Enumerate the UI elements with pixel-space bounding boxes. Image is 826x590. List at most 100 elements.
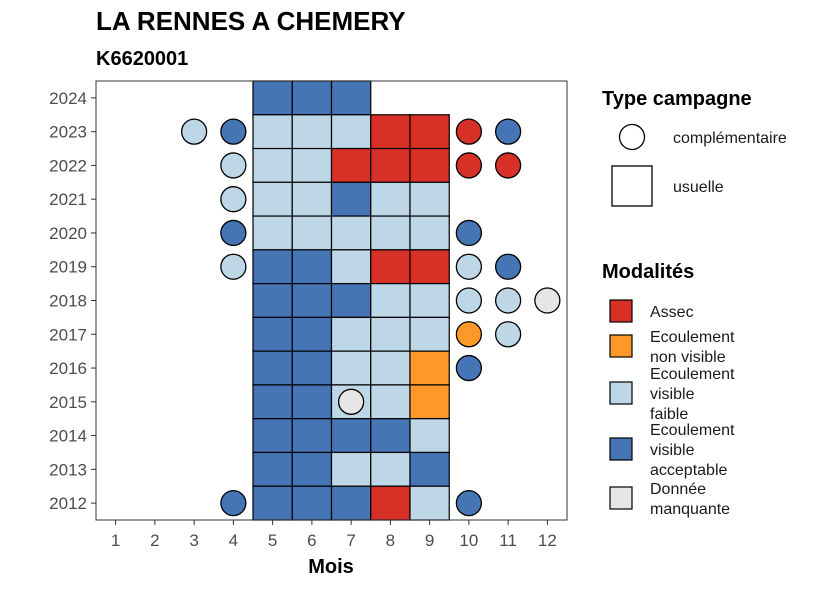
y-tick-label-2024: 2024 [49,89,87,108]
x-axis: 1 2 3 4 5 6 7 8 9 10 11 12 [111,520,557,550]
cell-usuelle-2019-7 [330,249,372,285]
legend-label-usuelle: usuelle [673,179,724,196]
x-tick-label-3: 3 [189,531,198,550]
point-complementaire-2020-4 [220,219,247,247]
x-tick-label-5: 5 [268,531,277,550]
point-complementaire-2023-4 [220,118,247,145]
y-tick-label-2020: 2020 [49,224,87,243]
cell-usuelle-2014-7 [330,418,372,454]
y-tick-label-2013: 2013 [49,460,87,479]
cell-usuelle-2014-9 [409,418,450,454]
y-tick-label-2015: 2015 [49,393,87,412]
cell-usuelle-2017-9 [409,316,450,352]
y-tick-label-2022: 2022 [49,156,87,175]
point-complementaire-2023-10 [455,118,483,145]
y-tick-label-2023: 2023 [49,123,87,142]
x-tick-label-8: 8 [386,531,395,550]
x-tick-label-12: 12 [538,531,557,550]
cell-usuelle-2016-7 [330,350,372,386]
cell-usuelle-2023-6 [291,114,333,150]
cell-usuelle-2019-6 [291,249,333,285]
x-axis-title: Mois [308,556,354,578]
legend-swatch-ecoulement-visible-acceptable [609,437,633,461]
cell-usuelle-2018-8 [370,283,411,318]
cell-usuelle-2012-8 [370,485,411,521]
point-complementaire-2022-11 [494,152,522,179]
cell-usuelle-2017-8 [370,316,411,352]
cell-usuelle-2022-5 [252,147,293,183]
y-tick-label-2016: 2016 [49,359,87,378]
cell-usuelle-2019-5 [252,249,293,285]
legend-fill-title: Modalités [602,261,694,283]
legend-label-ecoulement-visible-acceptable: Ecoulement visible acceptable [650,422,735,479]
cell-usuelle-2021-5 [252,181,293,217]
cell-usuelle-2021-6 [291,181,333,217]
cell-usuelle-2023-7 [330,114,372,150]
x-tick-label-1: 1 [111,531,120,550]
cell-usuelle-2012-6 [291,485,333,521]
cell-usuelle-2018-7 [330,283,372,318]
cell-usuelle-2022-8 [370,147,411,183]
cell-usuelle-2019-8 [370,249,411,285]
cell-usuelle-2023-5 [252,114,293,150]
cell-usuelle-2015-8 [370,384,411,420]
point-complementaire-2019-10 [455,253,483,280]
y-axis: 2012 2013 2014 2015 2016 2017 2018 2019 2020 2021… [49,89,96,513]
plot-area [96,80,567,521]
cell-usuelle-2023-9 [409,114,450,150]
cell-usuelle-2020-5 [252,215,293,251]
cell-usuelle-2014-8 [370,418,411,454]
point-complementaire-2019-11 [494,253,522,280]
point-complementaire-2023-3 [180,118,208,145]
cell-usuelle-2016-6 [291,350,333,386]
cell-usuelle-2012-9 [409,485,450,521]
cell-usuelle-2024-6 [291,80,333,116]
point-complementaire-2018-11 [494,287,522,314]
y-tick-label-2014: 2014 [49,427,87,446]
point-complementaire-2022-4 [220,152,247,179]
cell-usuelle-2016-8 [370,350,411,386]
cell-usuelle-2014-6 [291,418,333,454]
point-complementaire-2012-4 [220,489,247,517]
cell-usuelle-2018-6 [291,283,333,318]
cell-usuelle-2013-5 [252,451,293,487]
legend-swatch-ecoulement-visible-faible [609,381,633,405]
x-tick-label-11: 11 [499,531,517,550]
cell-usuelle-2015-9 [409,384,450,420]
cell-usuelle-2013-8 [370,451,411,487]
point-complementaire-2012-10 [455,489,483,517]
x-tick-label-4: 4 [229,531,238,550]
legend-key-complementaire [618,123,646,151]
cell-usuelle-2020-6 [291,215,333,251]
point-complementaire-2021-4 [220,186,247,213]
cell-usuelle-2019-9 [409,249,450,285]
x-tick-label-6: 6 [307,531,316,550]
cell-usuelle-2020-9 [409,215,450,251]
cell-usuelle-2012-5 [252,485,293,521]
cell-usuelle-2024-7 [330,80,372,116]
legend-swatch-assec [609,299,633,323]
point-complementaire-2022-10 [455,152,483,179]
legend-type-campagne: Type campagne complémentaire usuelle [602,88,787,207]
chart-subtitle: K6620001 [96,48,188,70]
chart-title: LA RENNES A CHEMERY [96,6,406,36]
legend-label-ecoulement-non-visible: Ecoulement non visible [650,329,735,366]
point-complementaire-2020-10 [455,219,483,247]
y-tick-label-2012: 2012 [49,494,87,513]
cell-usuelle-2017-5 [252,316,293,352]
cell-usuelle-2018-5 [252,283,293,318]
point-complementaire-2017-10 [455,321,483,348]
cell-usuelle-2020-8 [370,215,411,251]
y-tick-label-2018: 2018 [49,292,87,311]
cell-usuelle-2013-6 [291,451,333,487]
legend-label-donnee-manquante: Donnée manquante [650,481,730,518]
cell-usuelle-2021-8 [370,181,411,217]
cell-usuelle-2013-7 [330,451,372,487]
point-complementaire-2016-10 [455,354,483,382]
cell-usuelle-2012-7 [330,485,372,521]
legend-swatch-ecoulement-non-visible [609,334,633,358]
cell-usuelle-2014-5 [252,418,293,454]
x-tick-label-10: 10 [459,531,478,550]
